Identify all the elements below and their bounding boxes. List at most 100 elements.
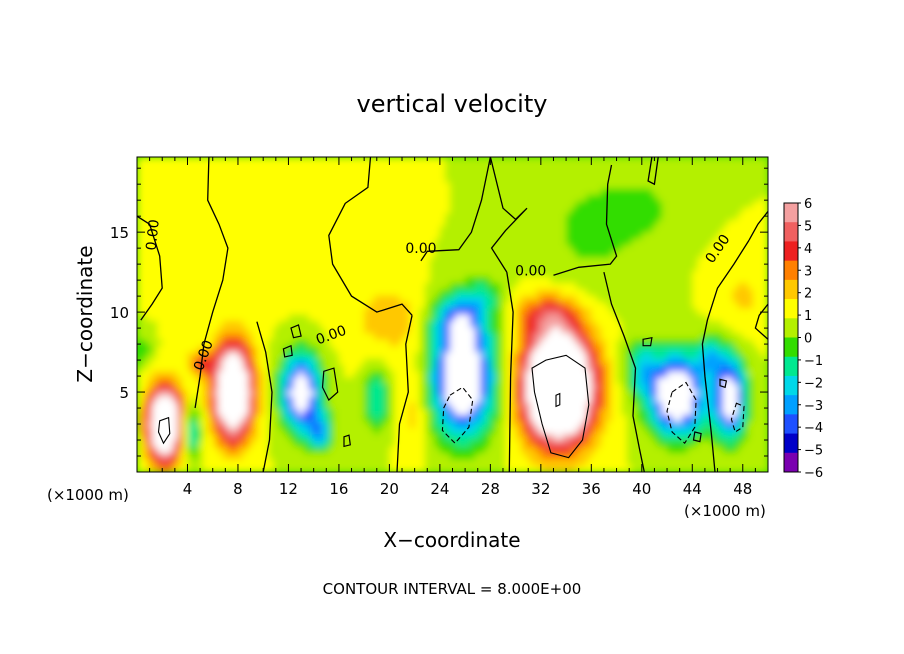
field-cell — [414, 175, 421, 183]
field-cell — [308, 333, 315, 341]
field-cell — [202, 383, 209, 391]
field-cell — [621, 346, 628, 353]
field-cell — [172, 308, 178, 316]
field-cell — [626, 396, 633, 404]
field-cell — [369, 257, 375, 265]
field-cell — [177, 220, 184, 227]
field-cell — [157, 182, 163, 190]
field-cell — [338, 182, 345, 190]
field-cell — [268, 182, 274, 190]
field-cell — [147, 251, 153, 259]
field-cell — [530, 289, 537, 297]
field-cell — [237, 270, 244, 278]
field-cell — [137, 169, 143, 177]
field-cell — [273, 232, 279, 240]
field-cell — [616, 188, 623, 196]
field-cell — [490, 157, 497, 164]
field-cell — [343, 383, 350, 391]
field-cell — [343, 232, 350, 240]
field-cell — [485, 421, 491, 429]
field-cell — [545, 377, 552, 385]
field-cell — [500, 232, 507, 240]
field-cell — [354, 453, 360, 460]
field-cell — [162, 377, 168, 385]
field-cell — [394, 402, 401, 410]
field-cell — [207, 264, 214, 271]
field-cell — [147, 409, 153, 416]
field-cell — [298, 320, 305, 328]
field-cell — [540, 238, 547, 246]
field-cell — [419, 238, 426, 246]
field-cell — [561, 220, 567, 227]
field-cell — [444, 207, 451, 215]
field-cell — [374, 333, 380, 341]
field-cell — [455, 320, 461, 328]
field-cell — [439, 421, 446, 429]
field-cell — [626, 339, 633, 347]
field-cell — [222, 232, 229, 240]
field-cell — [192, 396, 199, 404]
field-cell — [606, 364, 613, 372]
field-cell — [389, 264, 396, 271]
field-cell — [268, 157, 274, 164]
field-cell — [147, 421, 153, 429]
field-cell — [626, 327, 633, 334]
field-cell — [470, 175, 476, 183]
field-cell — [318, 182, 325, 190]
field-cell — [414, 390, 421, 397]
field-cell — [142, 175, 148, 183]
field-cell — [561, 238, 567, 246]
field-cell — [480, 371, 486, 379]
field-cell — [313, 364, 320, 372]
field-cell — [137, 396, 143, 404]
field-cell — [283, 295, 290, 303]
field-cell — [500, 295, 507, 303]
field-cell — [520, 339, 527, 347]
field-cell — [298, 352, 305, 360]
chart-title: vertical velocity — [357, 90, 548, 118]
field-cell — [414, 358, 421, 366]
field-cell — [510, 446, 517, 454]
field-cell — [137, 465, 143, 472]
field-cell — [561, 194, 567, 202]
field-cell — [177, 175, 184, 183]
field-cell — [268, 264, 274, 271]
field-cell — [338, 371, 345, 379]
field-cell — [162, 264, 168, 271]
field-cell — [303, 333, 310, 341]
field-cell — [636, 421, 643, 429]
field-cell — [253, 453, 259, 460]
field-cell — [616, 327, 623, 334]
field-cell — [460, 232, 466, 240]
field-cell — [414, 453, 421, 460]
field-cell — [182, 257, 189, 265]
field-cell — [313, 245, 320, 253]
field-cell — [303, 390, 310, 397]
field-cell — [566, 232, 572, 240]
field-cell — [475, 283, 481, 290]
field-cell — [606, 402, 613, 410]
field-cell — [460, 264, 466, 271]
field-cell — [490, 346, 497, 353]
field-cell — [349, 226, 355, 234]
field-cell — [419, 289, 426, 297]
field-cell — [581, 232, 587, 240]
field-cell — [379, 465, 385, 472]
field-cell — [535, 320, 542, 328]
field-cell — [313, 194, 320, 202]
field-cell — [313, 169, 320, 177]
field-cell — [601, 201, 608, 208]
field-cell — [263, 402, 269, 410]
field-cell — [172, 232, 178, 240]
field-cell — [424, 270, 431, 278]
field-cell — [343, 421, 350, 429]
field-cell — [520, 459, 527, 467]
field-cell — [591, 333, 597, 341]
field-cell — [429, 270, 436, 278]
field-cell — [520, 383, 527, 391]
field-cell — [576, 232, 582, 240]
field-cell — [258, 383, 264, 391]
field-cell — [636, 371, 643, 379]
field-cell — [586, 371, 592, 379]
field-cell — [505, 295, 512, 303]
